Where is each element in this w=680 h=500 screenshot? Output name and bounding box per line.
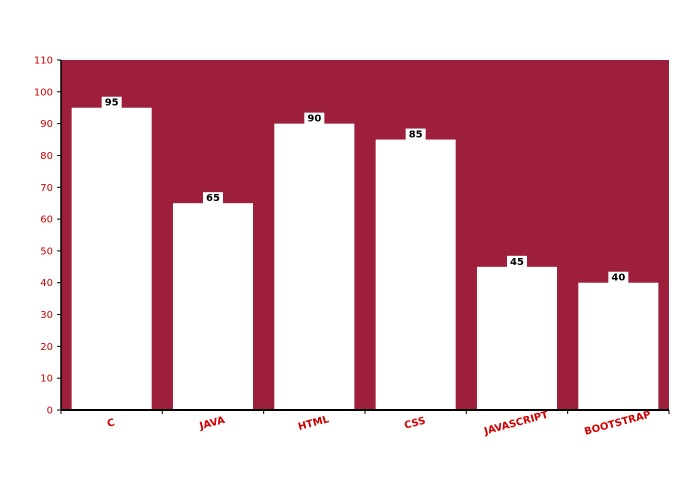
y-tick-label: 80 xyxy=(40,151,53,162)
x-tick-label: BOOTSTRAP xyxy=(583,409,652,437)
y-tick-label: 60 xyxy=(40,215,53,226)
y-tick-label: 0 xyxy=(47,406,53,417)
y-tick-label: 40 xyxy=(40,278,53,289)
x-tick-label: JAVASCRIPT xyxy=(482,410,549,438)
bar-java xyxy=(172,203,254,410)
data-label: 85 xyxy=(409,130,423,141)
y-tick-label: 70 xyxy=(40,183,53,194)
data-labels-group: 95 65 90 85 45 40 xyxy=(101,96,629,284)
data-label-box xyxy=(405,128,426,141)
bars-group xyxy=(71,107,659,411)
x-tick-label: C xyxy=(106,417,116,430)
x-tick-label: JAVA xyxy=(198,415,227,433)
x-tick-label: CSS xyxy=(403,415,427,431)
bar-c xyxy=(71,107,152,411)
plot-area xyxy=(61,60,669,410)
y-tick-label: 90 xyxy=(40,119,53,130)
y-tick-label: 110 xyxy=(34,56,53,67)
data-label: 40 xyxy=(611,273,625,284)
data-label-box xyxy=(203,192,223,205)
data-label-box xyxy=(507,255,527,268)
bar-html xyxy=(274,123,355,411)
data-label-box xyxy=(101,96,122,109)
data-label: 65 xyxy=(206,193,220,204)
bar-javascript xyxy=(476,266,558,410)
data-label-box xyxy=(608,271,629,284)
y-tick-label: 100 xyxy=(34,87,53,98)
data-label-box xyxy=(304,112,325,125)
y-tick-label: 30 xyxy=(40,310,53,321)
y-tick-label: 50 xyxy=(40,246,53,257)
bar-css xyxy=(375,139,456,410)
x-tick-label: HTML xyxy=(297,414,331,433)
y-tick-label: 10 xyxy=(40,374,53,385)
data-label: 95 xyxy=(105,98,119,109)
data-label: 45 xyxy=(510,257,524,268)
bar-bootstrap xyxy=(578,282,659,410)
data-label: 90 xyxy=(307,114,321,125)
y-tick-label: 20 xyxy=(40,342,53,353)
